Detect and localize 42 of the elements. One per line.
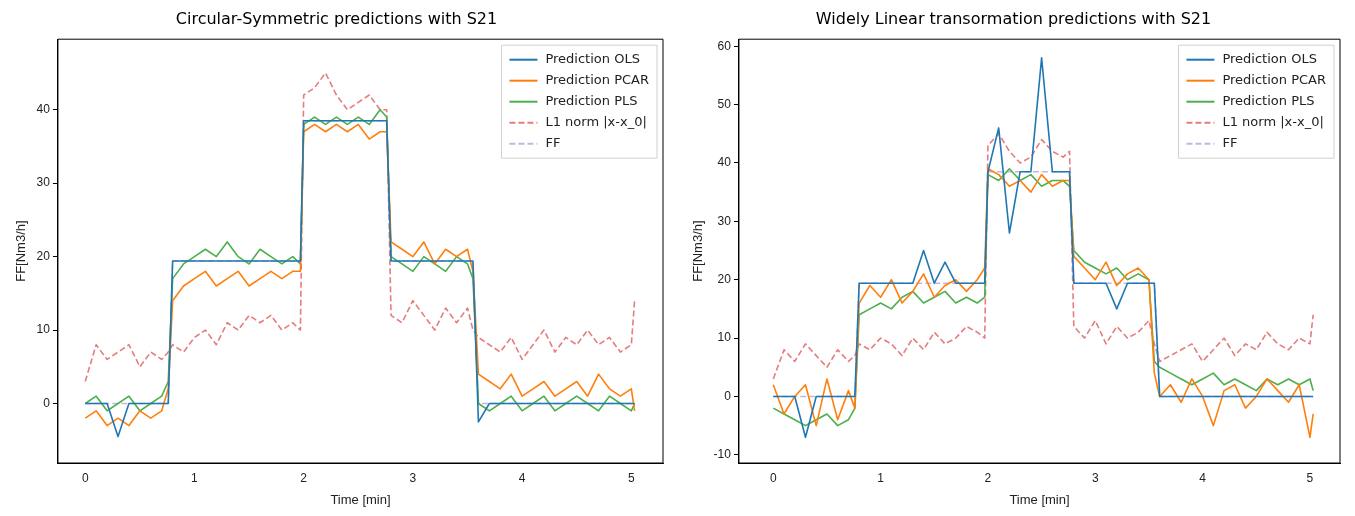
- x-tick-label: 0: [769, 470, 777, 485]
- legend-label: Prediction PCAR: [545, 72, 650, 88]
- chart-title: Widely Linear transormation predictions with S21: [815, 8, 1212, 28]
- line-series: [772, 132, 1314, 380]
- x-tick-label: 2: [984, 470, 992, 485]
- y-tick-label: 10: [717, 330, 732, 345]
- x-tick-label: 1: [191, 470, 199, 485]
- y-tick-label: 40: [36, 102, 51, 117]
- y-tick-label: 0: [43, 395, 51, 410]
- x-tick-label: 2: [300, 470, 308, 485]
- x-tick-label: 5: [627, 470, 635, 485]
- x-tick-label: 4: [1199, 470, 1207, 485]
- x-tick-label: 4: [518, 470, 526, 485]
- x-axis-title: Time [min]: [1009, 491, 1070, 507]
- y-tick-label: 40: [717, 155, 732, 170]
- y-tick-label: 60: [717, 38, 732, 53]
- x-tick-label: 1: [877, 470, 885, 485]
- y-tick-label: 20: [36, 248, 51, 263]
- y-tick-label: 0: [724, 388, 732, 403]
- legend-label: L1 norm |x-x_0|: [1222, 114, 1324, 130]
- x-tick-label: 5: [1306, 470, 1314, 485]
- y-axis-title: FF[Nm3/h]: [13, 220, 29, 282]
- y-tick-label: 10: [36, 322, 51, 337]
- y-tick-label: 30: [717, 213, 732, 228]
- y-axis-title: FF[Nm3/h]: [690, 220, 706, 282]
- legend-label: Prediction OLS: [545, 51, 640, 67]
- legend-label: FF: [545, 135, 561, 151]
- x-axis-title: Time [min]: [330, 491, 391, 507]
- legend-label: Prediction PLS: [545, 93, 638, 109]
- chart-title: Circular-Symmetric predictions with S21: [175, 8, 498, 28]
- legend-label: Prediction PCAR: [1222, 72, 1327, 88]
- x-tick-label: 0: [81, 470, 89, 485]
- legend-label: L1 norm |x-x_0|: [545, 114, 647, 130]
- x-tick-label: 3: [409, 470, 417, 485]
- y-tick-label: 20: [717, 272, 732, 287]
- y-tick-label: -10: [713, 447, 732, 462]
- legend-label: Prediction PLS: [1222, 93, 1315, 109]
- y-tick-label: 30: [36, 175, 51, 190]
- legend-label: Prediction OLS: [1222, 51, 1317, 67]
- legend-label: FF: [1222, 135, 1238, 151]
- x-tick-label: 3: [1091, 470, 1099, 485]
- y-tick-label: 50: [717, 96, 732, 111]
